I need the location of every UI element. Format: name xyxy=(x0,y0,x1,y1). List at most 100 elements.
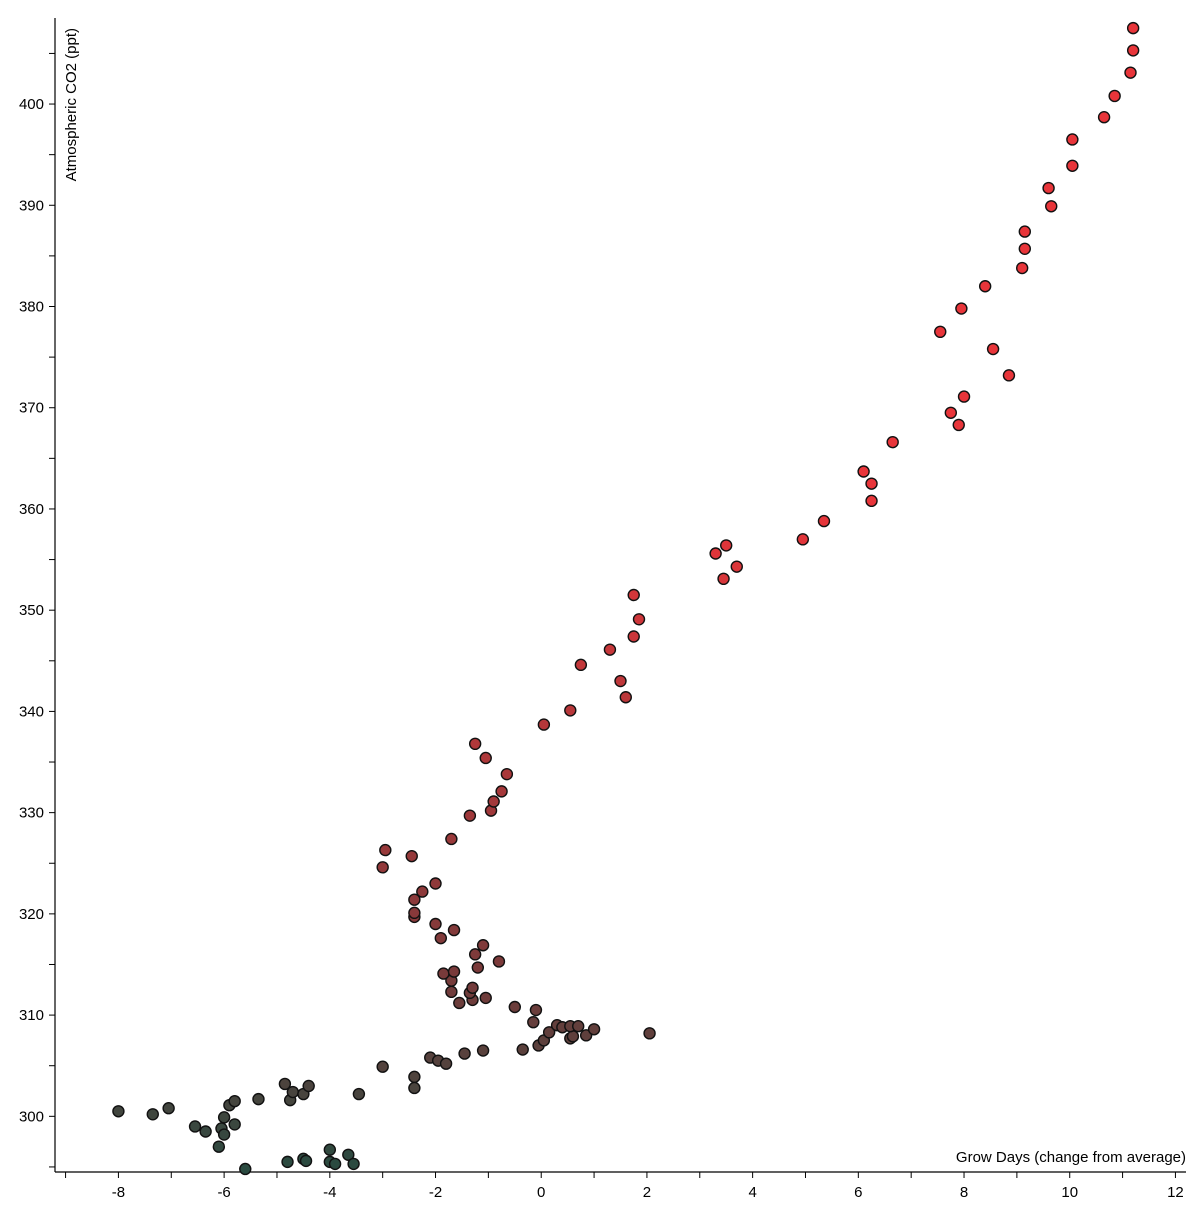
data-point xyxy=(299,1154,313,1168)
data-points xyxy=(112,21,1140,1176)
data-point xyxy=(717,572,730,586)
y-tick-label: 390 xyxy=(19,197,44,214)
data-point xyxy=(619,691,632,704)
data-point xyxy=(886,435,899,449)
data-point xyxy=(495,785,508,798)
x-tick-label: 4 xyxy=(748,1184,756,1201)
data-point xyxy=(857,465,870,478)
data-point xyxy=(188,1120,202,1133)
data-point xyxy=(516,1043,529,1056)
data-point xyxy=(112,1105,125,1118)
x-axis-label: Grow Days (change from average) xyxy=(956,1149,1186,1166)
data-point xyxy=(445,985,458,999)
data-point xyxy=(1066,133,1079,146)
data-point xyxy=(437,967,450,980)
data-point xyxy=(574,658,588,672)
data-point xyxy=(492,955,506,968)
data-point xyxy=(228,1094,241,1108)
data-point xyxy=(408,893,421,906)
data-point xyxy=(614,674,627,688)
data-point xyxy=(500,767,514,781)
data-point xyxy=(476,1044,490,1057)
data-point xyxy=(212,1140,226,1153)
data-point xyxy=(252,1092,265,1106)
data-point xyxy=(627,630,640,643)
data-point xyxy=(439,1057,453,1070)
data-point xyxy=(1124,66,1137,79)
data-point xyxy=(323,1143,337,1156)
y-tick-label: 350 xyxy=(19,602,44,619)
data-point xyxy=(529,1003,543,1017)
data-point xyxy=(352,1087,366,1101)
data-point xyxy=(278,1077,292,1091)
data-point xyxy=(720,539,733,552)
y-tick-label: 360 xyxy=(19,501,44,518)
data-point xyxy=(342,1148,355,1161)
data-point xyxy=(865,494,878,508)
data-point xyxy=(487,795,500,808)
data-point xyxy=(476,939,490,952)
data-point xyxy=(1018,225,1032,238)
y-tick-label: 380 xyxy=(19,299,44,316)
data-point xyxy=(566,1030,580,1043)
data-point xyxy=(709,547,722,560)
data-point xyxy=(302,1079,315,1093)
x-tick-label: 12 xyxy=(1167,1184,1184,1201)
x-axis-ticks: -8 -6 -4 -2 0 2 4 6 8 10 12 xyxy=(65,1172,1184,1201)
data-point xyxy=(286,1085,300,1099)
data-point xyxy=(228,1118,241,1131)
data-point xyxy=(453,996,466,1010)
data-point xyxy=(627,588,640,602)
x-tick-label: -4 xyxy=(323,1184,336,1201)
data-point xyxy=(572,1020,585,1033)
y-axis-ticks: 300 310 320 330 340 350 360 370 380 390 400 xyxy=(19,52,55,1168)
data-point xyxy=(347,1157,360,1171)
data-point xyxy=(458,1047,471,1060)
data-point xyxy=(463,809,477,822)
data-point xyxy=(1002,369,1016,382)
x-tick-label: 10 xyxy=(1061,1184,1078,1201)
data-point xyxy=(817,514,831,528)
data-point xyxy=(1042,181,1055,195)
data-point xyxy=(217,1111,231,1124)
data-point xyxy=(1126,44,1140,57)
y-tick-label: 310 xyxy=(19,1007,44,1024)
data-point xyxy=(508,1000,521,1014)
data-point xyxy=(643,1027,656,1040)
data-point xyxy=(796,533,810,546)
data-point xyxy=(471,961,485,974)
data-point xyxy=(952,418,965,432)
data-point xyxy=(1066,159,1079,172)
data-point xyxy=(587,1023,601,1036)
data-point xyxy=(542,1026,556,1039)
y-tick-label: 340 xyxy=(19,703,44,720)
data-point xyxy=(1108,89,1121,103)
data-point xyxy=(865,477,878,490)
x-tick-label: -6 xyxy=(217,1184,230,1201)
data-point xyxy=(434,931,448,945)
data-point xyxy=(405,849,418,863)
data-point xyxy=(1018,242,1032,256)
data-point xyxy=(466,981,479,994)
data-point xyxy=(957,390,971,403)
data-point xyxy=(146,1108,159,1121)
data-point xyxy=(281,1155,294,1169)
data-point xyxy=(199,1125,212,1138)
data-point xyxy=(468,948,482,961)
x-tick-label: 2 xyxy=(643,1184,651,1201)
data-point xyxy=(934,325,947,339)
y-tick-label: 370 xyxy=(19,400,44,417)
x-tick-label: -2 xyxy=(429,1184,442,1201)
data-point xyxy=(416,885,429,898)
data-point xyxy=(986,342,1000,356)
data-point xyxy=(479,991,492,1005)
data-point xyxy=(1045,200,1058,213)
data-point xyxy=(537,718,551,731)
data-point xyxy=(376,861,389,874)
data-point xyxy=(429,877,442,890)
data-point xyxy=(408,1070,421,1084)
data-point xyxy=(978,280,992,293)
data-point xyxy=(468,737,482,751)
